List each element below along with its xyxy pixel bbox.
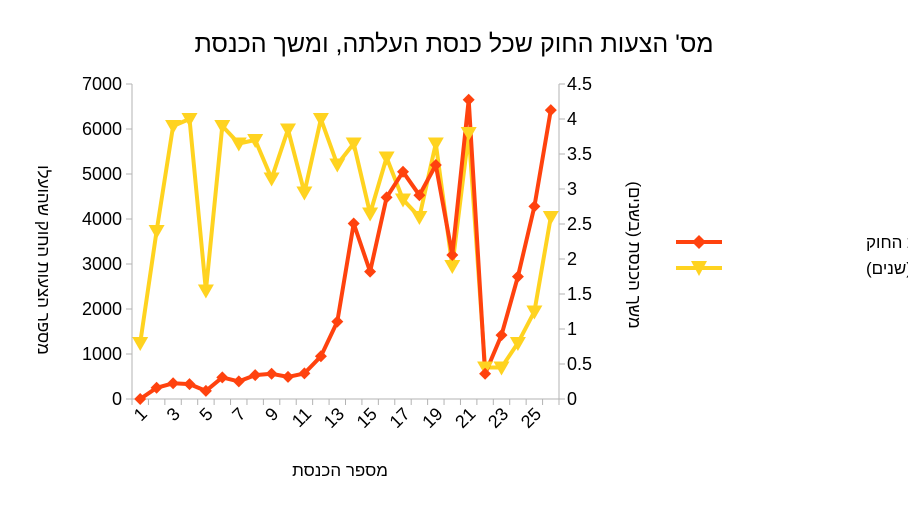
- data-point-duration: [526, 305, 543, 320]
- y2-tick-label: 1.5: [567, 284, 592, 304]
- y-tick-label: 6000: [82, 119, 122, 139]
- data-point-duration: [214, 120, 231, 134]
- data-point-bills: [282, 370, 294, 383]
- data-point-bills: [544, 104, 557, 117]
- data-point-duration: [493, 361, 510, 376]
- data-point-duration: [542, 211, 559, 225]
- data-point-duration: [427, 137, 444, 152]
- y-tick-label: 2000: [82, 299, 122, 319]
- data-point-bills: [479, 367, 492, 380]
- data-point-bills: [413, 189, 426, 202]
- data-point-duration: [345, 137, 362, 152]
- y2-axis-title: משך הכנסת (בשנים): [625, 181, 644, 328]
- data-point-duration: [329, 158, 346, 173]
- data-point-duration: [378, 151, 395, 166]
- data-point-duration: [312, 113, 329, 127]
- x-tick-label: 25: [517, 404, 545, 432]
- x-tick-label: 21: [451, 404, 479, 432]
- data-point-bills: [347, 217, 360, 230]
- legend-label-bills: מס' הצעות החוק: [866, 233, 908, 252]
- data-point-bills: [298, 367, 311, 380]
- y2-tick-label: 3.5: [567, 144, 592, 164]
- y-tick-label: 5000: [82, 164, 122, 184]
- data-point-bills: [265, 367, 278, 380]
- data-point-bills: [216, 371, 229, 384]
- legend-label-duration: משך הכנסת (שנים): [866, 259, 908, 278]
- data-point-bills: [134, 393, 147, 405]
- y2-tick-label: 3: [567, 179, 577, 199]
- data-point-bills: [528, 200, 541, 213]
- y-tick-label: 4000: [82, 209, 122, 229]
- y-tick-label: 1000: [82, 344, 122, 364]
- data-point-bills: [314, 350, 327, 363]
- x-tick-label: 7: [228, 404, 249, 425]
- legend-entry-duration: משך הכנסת (שנים): [676, 259, 908, 278]
- legend-entry-bills: מס' הצעות החוק: [676, 233, 908, 252]
- y2-tick-label: 4.5: [567, 74, 592, 94]
- plot-area: 0 1000 2000 3000 4000 5000 6000 7000 0 0.5 1 1.5 2 2.…: [82, 74, 592, 432]
- y2-tick-label: 0.5: [567, 354, 592, 374]
- y2-tick-label: 4: [567, 109, 577, 129]
- y2-tick-label: 0: [567, 389, 577, 409]
- legend-marker-bills: [692, 235, 706, 249]
- y-tick-label: 7000: [82, 74, 122, 94]
- data-point-bills: [249, 369, 262, 382]
- data-point-duration: [395, 193, 411, 208]
- y2-tick-label: 2.5: [567, 214, 592, 234]
- x-tick-label: 11: [288, 404, 315, 431]
- x-tick-label: 15: [353, 404, 381, 432]
- data-point-bills: [495, 329, 508, 342]
- series-line-duration: [138, 117, 553, 370]
- data-point-duration: [509, 337, 526, 351]
- data-point-bills: [380, 191, 393, 204]
- data-point-bills: [429, 159, 442, 171]
- data-point-bills: [331, 315, 344, 328]
- data-point-bills: [167, 377, 180, 390]
- x-tick-label: 5: [196, 404, 217, 425]
- data-point-duration: [411, 211, 428, 225]
- data-point-duration: [280, 123, 296, 138]
- x-tick-label: 23: [484, 404, 512, 432]
- x-axis-title: מספר הכנסת: [292, 461, 388, 480]
- data-point-bills: [446, 249, 459, 261]
- data-point-duration: [148, 225, 165, 239]
- legend: מס' הצעות החוק משך הכנסת (שנים): [676, 233, 908, 278]
- legend-marker-duration: [691, 261, 707, 276]
- x-tick-label: 19: [418, 404, 446, 432]
- y2-tick-label: 1: [567, 319, 577, 339]
- data-point-bills: [462, 93, 475, 106]
- data-point-duration: [181, 113, 198, 127]
- y2-tick-label: 2: [567, 249, 577, 269]
- data-point-duration: [263, 172, 280, 187]
- x-tick-label: 1: [130, 404, 151, 425]
- data-point-duration: [197, 284, 214, 299]
- chart-title: מס' הצעות החוק שכל כנסת העלתה, ומשך הכנס…: [194, 30, 713, 58]
- data-point-duration: [165, 120, 182, 134]
- x-tick-label: 17: [386, 404, 414, 432]
- data-point-duration: [230, 137, 247, 152]
- data-point-bills: [199, 384, 212, 397]
- data-point-duration: [247, 134, 264, 148]
- data-point-bills: [397, 165, 409, 178]
- data-point-duration: [362, 207, 379, 222]
- data-point-bills: [150, 381, 163, 394]
- data-point-bills: [511, 270, 524, 283]
- data-point-bills: [364, 265, 377, 278]
- x-tick-label: 3: [163, 404, 184, 425]
- y-tick-label: 3000: [82, 254, 122, 274]
- data-point-duration: [132, 337, 149, 351]
- data-point-duration: [296, 186, 313, 201]
- x-tick-label: 9: [261, 404, 282, 425]
- data-point-bills: [183, 378, 196, 391]
- x-tick-label: 13: [320, 404, 348, 432]
- y-tick-label: 0: [112, 389, 122, 409]
- y-axis-title: מספר הצעות החוק שהועלו: [34, 165, 53, 355]
- data-point-duration: [444, 260, 461, 274]
- data-point-duration: [460, 127, 477, 141]
- data-point-bills: [232, 375, 245, 388]
